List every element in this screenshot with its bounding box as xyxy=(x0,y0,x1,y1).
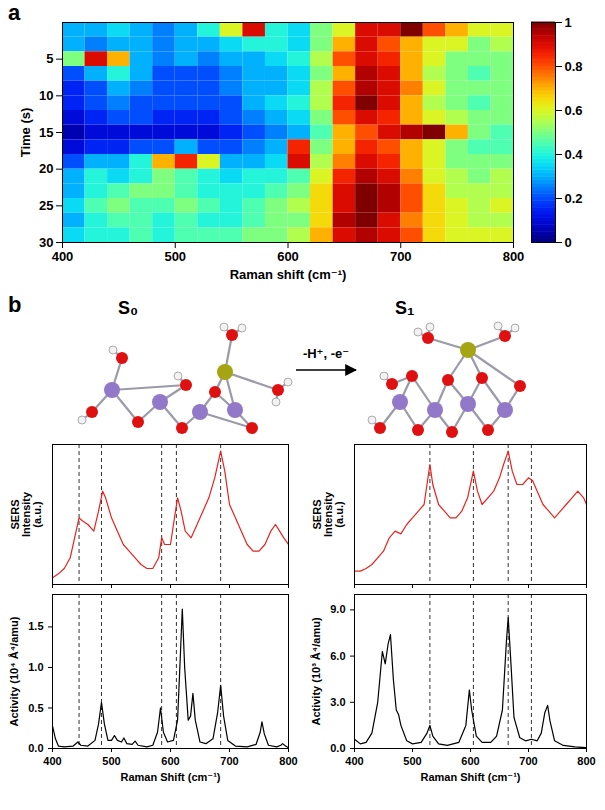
svg-text:Raman Shift (cm⁻¹): Raman Shift (cm⁻¹) xyxy=(421,771,521,783)
svg-text:1.0: 1.0 xyxy=(28,661,43,673)
svg-text:5: 5 xyxy=(46,51,53,66)
html-text:a: a xyxy=(8,0,21,25)
svg-text:Activity (10⁴ Å⁴/amu): Activity (10⁴ Å⁴/amu) xyxy=(8,616,20,726)
svg-text:0.4: 0.4 xyxy=(565,147,584,162)
svg-text:400: 400 xyxy=(52,249,74,264)
svg-text:9.0: 9.0 xyxy=(330,603,345,615)
svg-text:500: 500 xyxy=(403,755,421,767)
svg-text:-H⁺, -e⁻: -H⁺, -e⁻ xyxy=(303,346,349,361)
svg-text:Raman Shift (cm⁻¹): Raman Shift (cm⁻¹) xyxy=(121,771,221,783)
svg-text:700: 700 xyxy=(390,249,412,264)
svg-text:25: 25 xyxy=(39,198,53,213)
svg-text:15: 15 xyxy=(39,125,53,140)
svg-text:0.8: 0.8 xyxy=(565,59,583,74)
svg-text:3.0: 3.0 xyxy=(330,696,345,708)
svg-text:S₀: S₀ xyxy=(118,298,138,318)
svg-text:800: 800 xyxy=(577,755,595,767)
svg-text:0.5: 0.5 xyxy=(28,701,43,713)
svg-text:400: 400 xyxy=(43,755,61,767)
svg-text:Raman shift (cm⁻¹): Raman shift (cm⁻¹) xyxy=(230,267,347,282)
svg-text:500: 500 xyxy=(102,755,120,767)
svg-text:6.0: 6.0 xyxy=(330,650,345,662)
svg-text:10: 10 xyxy=(39,88,53,103)
svg-text:700: 700 xyxy=(519,755,537,767)
svg-text:800: 800 xyxy=(279,755,297,767)
svg-text:600: 600 xyxy=(161,755,179,767)
svg-text:20: 20 xyxy=(39,161,53,176)
svg-text:700: 700 xyxy=(220,755,238,767)
svg-text:600: 600 xyxy=(461,755,479,767)
svg-text:Time (s): Time (s) xyxy=(18,108,33,158)
svg-text:SERSIntensity(a.u.): SERSIntensity(a.u.) xyxy=(311,491,345,537)
svg-text:0.2: 0.2 xyxy=(565,191,583,206)
svg-text:0.6: 0.6 xyxy=(565,103,583,118)
svg-text:800: 800 xyxy=(503,249,525,264)
svg-text:600: 600 xyxy=(277,249,299,264)
svg-text:1: 1 xyxy=(565,15,572,30)
svg-text:b: b xyxy=(8,292,21,317)
svg-text:1.5: 1.5 xyxy=(28,620,43,632)
svg-text:400: 400 xyxy=(345,755,363,767)
svg-text:0: 0 xyxy=(565,235,572,250)
svg-text:30: 30 xyxy=(39,235,53,250)
svg-text:0.0: 0.0 xyxy=(28,742,43,754)
svg-text:S₁: S₁ xyxy=(395,298,414,318)
svg-text:SERSIntensity(a.u.): SERSIntensity(a.u.) xyxy=(9,491,43,537)
svg-text:Activity (10³ Å⁴/amu): Activity (10³ Å⁴/amu) xyxy=(310,617,322,725)
svg-text:0.0: 0.0 xyxy=(330,742,345,754)
svg-text:500: 500 xyxy=(164,249,186,264)
